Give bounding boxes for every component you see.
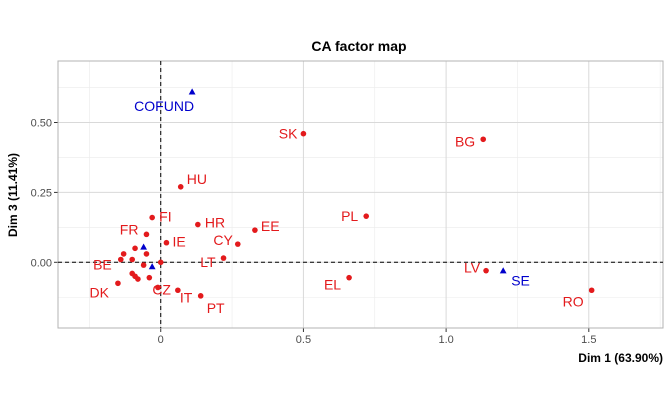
row-point-marker	[177, 184, 184, 190]
row-point-marker	[155, 284, 161, 291]
y-tick-label: 0.25	[31, 187, 52, 199]
x-tick-label: 0	[158, 334, 164, 346]
col-point-marker	[148, 263, 156, 270]
x-tick-label: 1.0	[438, 334, 453, 346]
row-point-label: FI	[159, 209, 171, 225]
row-point-label: CY	[213, 232, 233, 248]
row-point-label: HU	[187, 171, 207, 187]
row-point-marker	[132, 245, 138, 252]
col-point-marker	[188, 88, 196, 95]
panel-border	[57, 60, 664, 329]
row-point-marker	[143, 251, 150, 257]
row-point-marker	[115, 280, 121, 287]
row-point-label: DK	[89, 284, 109, 300]
row-point-marker	[163, 239, 170, 246]
row-point-marker	[117, 256, 124, 263]
plot-panel: 0 0.5 1.0 1.5 0.00 0.25 0.50 SK BG HU FI PL HR EE FR CY…	[31, 60, 664, 346]
row-point-marker	[483, 267, 489, 274]
row-point-marker	[234, 241, 241, 247]
row-point-label: BG	[455, 133, 475, 149]
row-point-label: IE	[172, 234, 185, 250]
row-point-label: SK	[279, 126, 298, 142]
row-point-marker	[120, 251, 127, 257]
row-point-label: EE	[261, 218, 280, 234]
panel-background	[58, 61, 663, 328]
chart-title: CA factor map	[311, 38, 406, 54]
row-point-label: LV	[464, 260, 481, 276]
col-point-marker	[140, 243, 148, 250]
row-point-marker	[157, 259, 164, 266]
row-point-label: PT	[207, 300, 225, 316]
row-point-marker	[346, 274, 352, 281]
y-tick-label: 0.50	[31, 118, 52, 130]
y-axis-title: Dim 3 (11.41%)	[6, 153, 20, 237]
row-point-marker	[175, 287, 181, 294]
row-point-label: FR	[120, 221, 139, 237]
row-point-marker	[252, 227, 258, 233]
x-tick-label: 1.5	[581, 334, 596, 346]
row-point-label: BE	[93, 257, 112, 273]
row-point-label: HR	[205, 215, 225, 231]
row-point-marker	[588, 287, 595, 294]
row-point-marker	[195, 221, 201, 228]
col-point-label: SE	[511, 273, 530, 289]
row-point-marker	[480, 136, 487, 143]
row-point-label: RO	[563, 293, 584, 309]
row-point-marker	[132, 273, 138, 280]
row-point-marker	[363, 213, 370, 219]
row-point-marker	[197, 293, 204, 299]
col-point-marker	[499, 267, 507, 274]
row-point-marker	[300, 130, 307, 137]
col-point-label: COFUND	[134, 98, 194, 114]
row-point-marker	[146, 274, 153, 281]
row-point-label: LT	[200, 254, 216, 270]
row-point-marker	[143, 231, 150, 238]
row-point-marker	[140, 262, 147, 268]
x-tick-label: 0.5	[296, 334, 311, 346]
row-point-marker	[220, 255, 227, 261]
row-point-marker	[129, 256, 135, 263]
row-point-label: PL	[341, 208, 358, 224]
row-point-label: EL	[324, 277, 341, 293]
row-point-label: IT	[180, 289, 193, 305]
y-tick-label: 0.00	[31, 257, 52, 269]
x-axis-title: Dim 1 (63.90%)	[578, 351, 663, 365]
row-point-label: CZ	[152, 282, 171, 298]
row-point-marker	[149, 214, 155, 221]
